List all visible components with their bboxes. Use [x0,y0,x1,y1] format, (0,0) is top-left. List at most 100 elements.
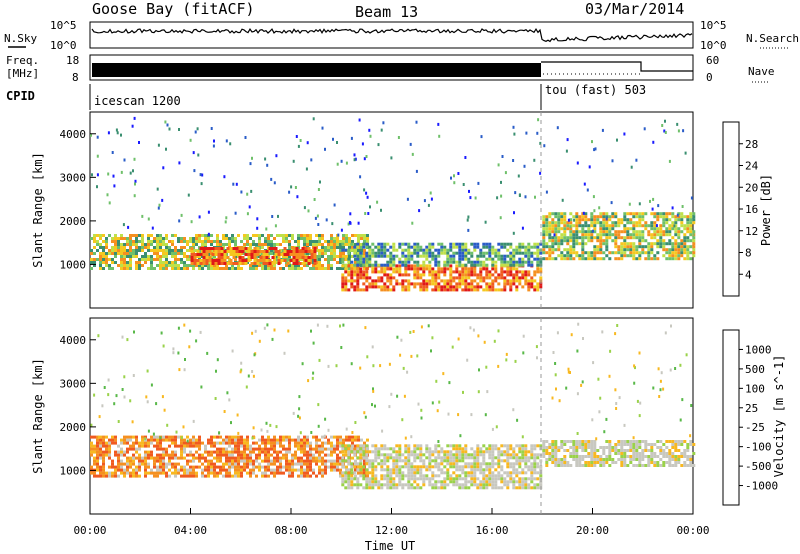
power-cell [449,276,453,280]
velocity-cell [264,459,267,463]
velocity-scatter-cell [132,374,135,377]
velocity-cell [470,480,474,484]
power-cell [368,248,372,252]
velocity-cell [243,459,246,463]
velocity-cell [210,441,213,445]
velocity-cell [548,446,552,449]
power-cell [497,251,501,255]
velocity-cell [90,453,93,457]
velocity-scatter-cell [603,430,606,434]
velocity-cell [488,456,492,460]
velocity-cell [518,462,522,466]
power-cell [341,279,345,283]
velocity-cell [231,441,234,445]
power-cell [590,251,594,255]
power-cell [356,257,360,261]
power-cell [572,242,576,246]
power-cell [285,234,288,237]
power-scatter-cell [537,118,540,122]
power-cell [650,236,654,240]
velocity-cell [371,480,375,484]
velocity-cell [422,474,426,478]
power-scatter-cell [517,174,520,178]
velocity-cell [303,459,306,463]
velocity-scatter-cell [638,351,641,355]
power-cell [653,236,657,240]
velocity-cell [404,462,408,466]
velocity-cell [398,468,402,472]
power-cell [677,251,681,255]
power-cell [202,247,206,250]
power-cell [174,246,177,249]
power-cell [437,267,441,271]
velocity-cell [309,444,312,448]
velocity-cell [129,456,132,460]
velocity-cell [689,440,693,443]
power-cell [683,257,687,261]
velocity-cell [258,465,261,469]
power-cell [309,234,312,237]
power-cell [401,282,405,286]
velocity-cell [395,462,399,466]
velocity-cell [225,441,228,445]
velocity-cell [177,471,180,475]
power-cell [321,255,324,258]
velocity-cell [482,483,486,487]
velocity-cell [518,447,522,451]
velocity-cell [458,483,462,487]
velocity-cell [524,477,528,481]
velocity-cell [587,464,591,467]
power-cell [102,261,105,264]
power-cell [437,282,441,286]
velocity-cell [530,447,534,451]
power-scatter-cell [652,140,655,144]
power-cell [327,240,330,243]
power-cell [464,288,468,292]
velocity-cell [246,435,249,439]
power-cell [491,273,495,277]
power-cell [120,252,123,255]
power-cell [190,253,194,256]
power-cell [578,242,582,246]
velocity-cell [467,462,471,466]
velocity-cell [321,462,324,466]
power-cell [431,257,435,261]
velocity-cell [240,465,243,469]
velocity-scatter-cell [316,323,319,327]
power-cell [371,285,375,289]
power-cell [365,245,369,249]
power-cell [683,233,687,237]
velocity-cell [341,462,345,466]
velocity-cell [470,465,474,469]
velocity-scatter-cell [634,366,636,370]
power-cell [147,267,150,270]
velocity-cell [452,456,456,460]
velocity-cell [210,450,213,454]
power-cell [210,234,213,237]
power-scatter-cell [467,215,470,219]
power-cell [202,259,206,262]
velocity-cell [359,450,363,454]
power-scatter-cell [553,233,556,237]
velocity-cell [536,444,540,448]
velocity-cell [611,449,615,452]
velocity-cell [506,471,510,475]
power-cell [404,279,408,283]
velocity-cell [213,444,216,448]
velocity-cell [461,483,465,487]
velocity-cell [207,468,210,472]
velocity-cell [506,480,510,484]
power-cell [231,237,234,240]
power-cell [536,251,540,255]
velocity-cell [117,459,120,463]
velocity-cell [150,441,153,445]
velocity-cell [440,450,444,454]
velocity-cell [626,443,630,446]
velocity-cell [491,453,495,457]
power-cell [530,245,534,249]
velocity-cell [665,452,669,455]
power-cell [686,257,690,261]
velocity-cell [336,462,339,466]
power-cell [374,263,378,267]
power-cell [557,239,561,243]
